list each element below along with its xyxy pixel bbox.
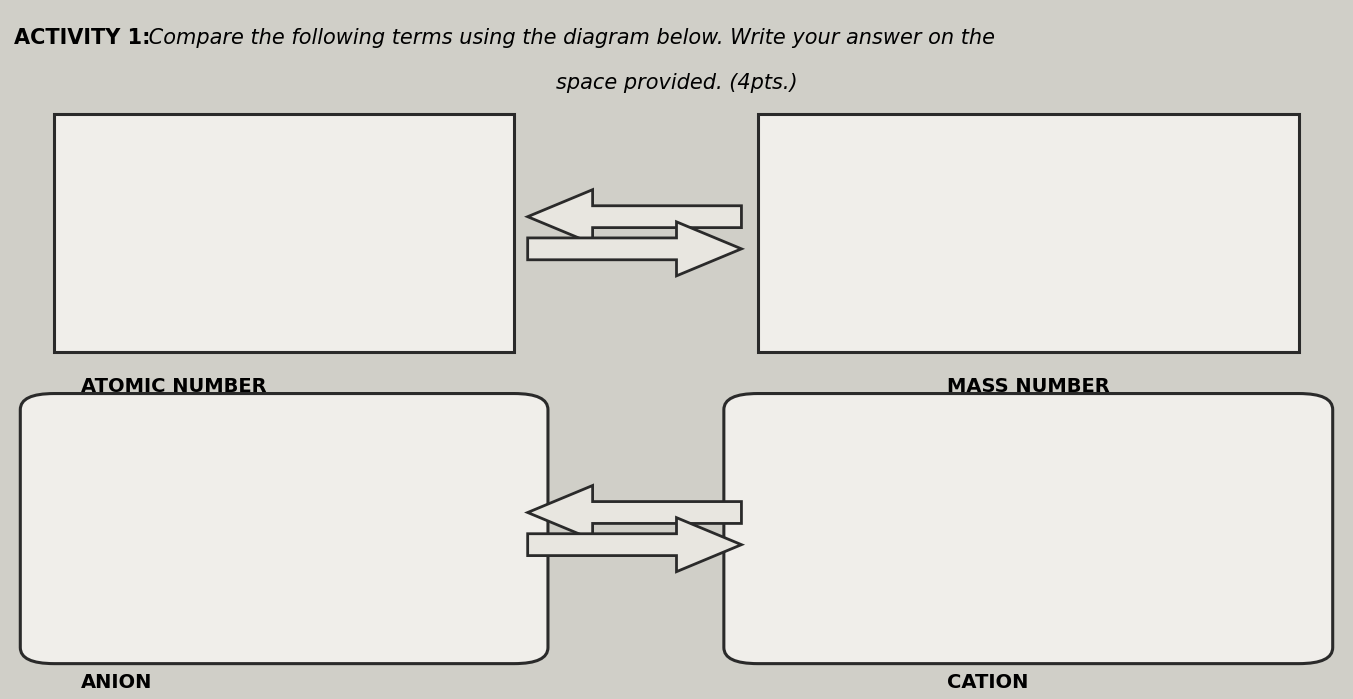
FancyBboxPatch shape bbox=[758, 114, 1299, 352]
Text: ATOMIC NUMBER: ATOMIC NUMBER bbox=[81, 377, 267, 396]
Text: ACTIVITY 1:: ACTIVITY 1: bbox=[14, 28, 150, 48]
Text: space provided. (4pts.): space provided. (4pts.) bbox=[556, 73, 797, 94]
Text: Compare the following terms using the diagram below. Write your answer on the: Compare the following terms using the di… bbox=[142, 28, 994, 48]
Polygon shape bbox=[528, 518, 741, 572]
Polygon shape bbox=[528, 222, 741, 276]
Text: CATION: CATION bbox=[947, 673, 1028, 692]
Polygon shape bbox=[528, 189, 741, 244]
FancyBboxPatch shape bbox=[54, 114, 514, 352]
Text: MASS NUMBER: MASS NUMBER bbox=[947, 377, 1109, 396]
Polygon shape bbox=[528, 486, 741, 540]
FancyBboxPatch shape bbox=[724, 394, 1333, 663]
FancyBboxPatch shape bbox=[20, 394, 548, 663]
Text: ANION: ANION bbox=[81, 673, 153, 692]
